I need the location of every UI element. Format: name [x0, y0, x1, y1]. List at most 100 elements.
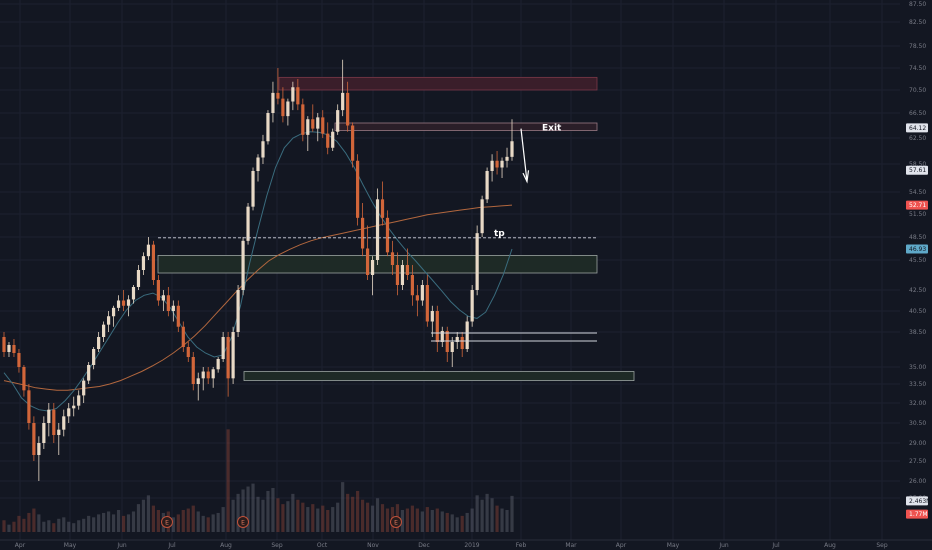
candle-body [87, 365, 91, 381]
volume-bar [236, 493, 240, 532]
volume-bar [246, 486, 250, 532]
candle-body [301, 104, 305, 135]
time-tick-label: Mar [565, 542, 577, 549]
candle-body [151, 244, 156, 280]
time-axis[interactable]: Apr May Jun Jul Aug Sep Oct Nov Dec 2019 Feb Mar Apr… [0, 539, 932, 549]
price-tick-label: 26.00 [909, 478, 926, 485]
price-label-text: 57.61 [909, 167, 926, 174]
candle-body [281, 98, 285, 117]
candle-body [67, 408, 71, 417]
earnings-marker-icon[interactable] [161, 516, 173, 528]
volume-bar [296, 499, 300, 532]
candle-body [47, 409, 51, 423]
exit-arrow-head [522, 170, 530, 184]
candle-body [176, 305, 180, 327]
volume-bar [92, 517, 96, 532]
candle-body [460, 337, 464, 349]
candle-body [380, 199, 385, 218]
candle-body [286, 101, 290, 117]
volume-bar [106, 511, 111, 532]
candle-body [351, 125, 355, 161]
volume-bar [102, 512, 106, 532]
price-label-tag: 57.61 [906, 165, 928, 175]
price-label-bg [906, 200, 928, 210]
price-labels: 64.12 57.61 52.71 46.93 2.463M 1.77M [906, 123, 931, 519]
candle-body [156, 280, 160, 301]
volume-bar [211, 514, 215, 532]
candle-body [236, 290, 240, 332]
volume-bar [470, 508, 474, 532]
candle-body [306, 119, 310, 135]
volume-bar [475, 495, 479, 532]
candle-body [2, 337, 6, 352]
volume-bar [111, 514, 116, 532]
candle-body [321, 117, 325, 134]
candle-body [271, 92, 275, 113]
volume-bar [226, 429, 230, 532]
price-axis[interactable]: 87.50 82.50 78.50 74.50 70.50 66.50 62.50 58.50… [900, 0, 932, 550]
candle-body [62, 416, 66, 430]
price-label-bg [906, 123, 928, 133]
volume-bar [12, 521, 16, 532]
volume-bar [445, 512, 449, 532]
volume-bar [276, 498, 280, 532]
candle-body [470, 290, 474, 322]
volume-bar [346, 493, 350, 532]
candle-body [485, 171, 489, 200]
volume-bar [415, 508, 419, 532]
chart-grid [0, 0, 900, 540]
volume-bar [460, 515, 464, 532]
candle-body [251, 171, 255, 207]
earnings-marker-label: E [165, 520, 169, 527]
candle-body [121, 300, 126, 306]
volume-bar [430, 510, 434, 532]
candle-body [116, 300, 121, 308]
volume-bar [7, 524, 11, 532]
exit-arrow [520, 128, 528, 182]
candle-body [196, 378, 200, 384]
volume-bar [495, 505, 499, 532]
candle-body [111, 307, 116, 317]
candle-body [82, 380, 86, 396]
volume-bar [151, 505, 156, 532]
volume-bar [131, 511, 136, 532]
chart-annotations: Exit tp [494, 123, 562, 239]
volume-bar [141, 499, 146, 532]
earnings-marker-icon[interactable] [390, 516, 402, 528]
time-tick-label: Feb [516, 542, 527, 549]
price-tick-label: 74.50 [909, 65, 926, 72]
candle-body [490, 160, 494, 171]
volume-bar [410, 505, 414, 532]
volume-bar [57, 518, 61, 532]
time-tick-label: Apr [616, 542, 627, 549]
price-tick-label: 78.50 [909, 43, 926, 50]
price-label-bg [906, 496, 928, 506]
volume-bar [42, 521, 46, 532]
volume-bar [87, 515, 91, 532]
price-label-tag: 46.93 [906, 244, 928, 254]
candle-body [326, 133, 330, 148]
volume-bar [286, 501, 290, 532]
price-tick-label: 38.50 [909, 329, 926, 336]
volume-bar [510, 495, 514, 532]
volume-bar [490, 498, 494, 532]
candle-body [440, 330, 444, 342]
time-tick-label: May [64, 542, 77, 549]
candle-body [415, 295, 419, 301]
volume-bar [385, 508, 390, 532]
earnings-marker-icon[interactable] [237, 516, 249, 528]
volume-bar [351, 496, 355, 532]
volume-bar [17, 515, 21, 532]
volume-bar [176, 514, 180, 532]
exit-label: Exit [542, 123, 562, 133]
time-tick-label: Aug [824, 542, 836, 549]
price-tick-label: 51.50 [909, 211, 926, 218]
candle-body [500, 160, 504, 168]
volume-bar [241, 489, 245, 532]
price-label-text: 1.77M [909, 511, 928, 518]
volume-bar [251, 483, 255, 532]
volume-bar [321, 505, 325, 532]
time-tick-label: Jun [718, 542, 729, 549]
